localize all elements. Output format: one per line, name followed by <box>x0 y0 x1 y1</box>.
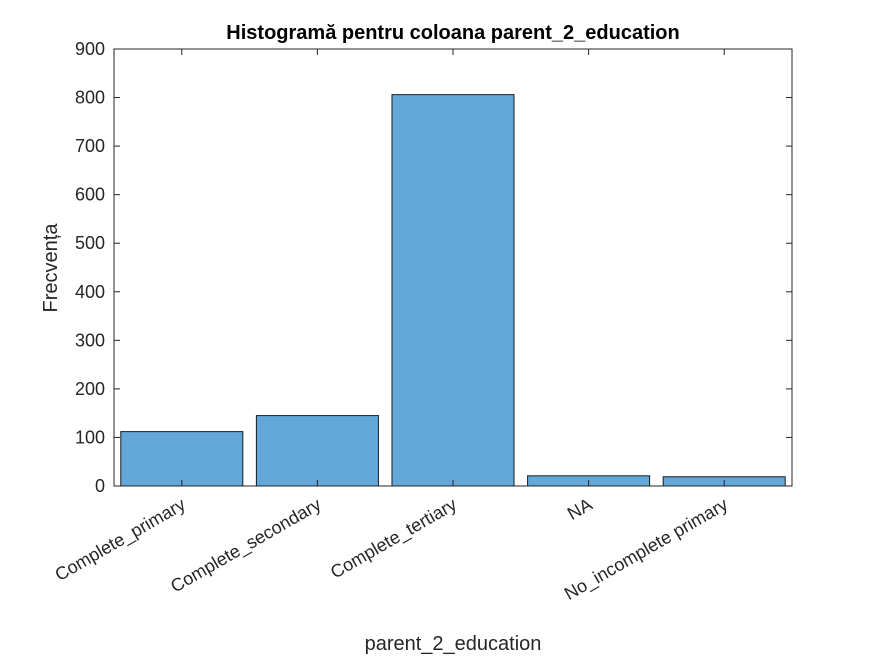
y-tick-label: 400 <box>75 282 105 302</box>
x-tick-label: NA <box>564 494 596 524</box>
plot-area: 0 100 200 300 400 500 600 700 800 900 Complete_pri… <box>51 39 793 605</box>
y-tick-label: 200 <box>75 379 105 399</box>
y-tick-label: 0 <box>95 476 105 496</box>
x-axis-label: parent_2_education <box>365 633 542 655</box>
y-tick-label: 700 <box>75 136 105 156</box>
y-axis-label: Frecvența <box>40 223 62 313</box>
x-tick-label: Complete_tertiary <box>327 494 461 583</box>
bar <box>255 415 379 487</box>
y-tick-label: 900 <box>75 39 105 59</box>
x-tick-label: Complete_secondary <box>167 494 325 597</box>
y-tick-label: 600 <box>75 185 105 205</box>
x-tick-label: Complete_primary <box>51 494 189 586</box>
y-tick-label: 100 <box>75 427 105 447</box>
bar <box>120 431 244 487</box>
y-tick-label: 300 <box>75 330 105 350</box>
bar <box>391 94 515 487</box>
chart-title: Histogramă pentru coloana parent_2_educa… <box>226 22 679 44</box>
y-tick-label: 500 <box>75 233 105 253</box>
y-tick-label: 800 <box>75 88 105 108</box>
